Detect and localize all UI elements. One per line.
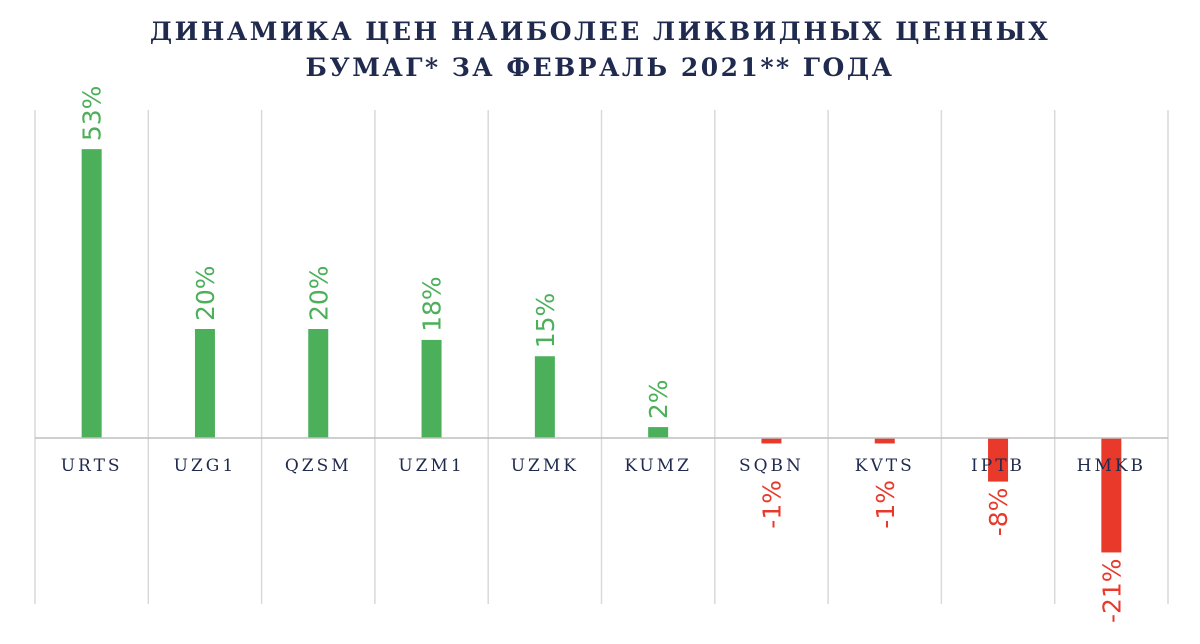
category-label-qzsm: QZSM bbox=[285, 456, 352, 476]
value-label-urts: 53% bbox=[78, 86, 107, 142]
chart-title: ДИНАМИКА ЦЕН НАИБОЛЕЕ ЛИКВИДНЫХ ЦЕННЫХ Б… bbox=[0, 14, 1200, 86]
bar-uzmk bbox=[534, 356, 555, 438]
category-label-urts: URTS bbox=[61, 456, 123, 476]
category-label-kumz: KUMZ bbox=[624, 456, 692, 476]
value-label-sqbn: -1% bbox=[757, 480, 786, 529]
value-label-iptb: -8% bbox=[984, 488, 1013, 537]
category-labels: URTS UZG1 QZSM UZM1 UZMK KUMZ SQBN KVTS IPTB HMKB bbox=[61, 456, 1146, 476]
bar-iptb bbox=[988, 438, 1009, 482]
bar-hmkb bbox=[1101, 438, 1122, 553]
chart-title-line-1: ДИНАМИКА ЦЕН НАИБОЛЕЕ ЛИКВИДНЫХ ЦЕННЫХ bbox=[149, 17, 1051, 46]
value-label-uzg1: 20% bbox=[191, 265, 220, 321]
category-label-uzg1: UZG1 bbox=[174, 456, 237, 476]
vertical-gridlines bbox=[34, 110, 1169, 604]
category-label-hmkb: HMKB bbox=[1077, 456, 1146, 476]
chart-title-line-2: БУМАГ* ЗА ФЕВРАЛЬ 2021** ГОДА bbox=[305, 53, 895, 82]
value-label-uzmk: 15% bbox=[531, 293, 560, 349]
value-labels: 53% 20% 20% 18% 15% 2% -1% -1% -8% -21% bbox=[78, 86, 1127, 623]
category-label-kvts: KVTS bbox=[855, 456, 915, 476]
bars bbox=[81, 149, 1122, 553]
bar-kvts bbox=[874, 438, 895, 444]
value-label-uzm1: 18% bbox=[418, 276, 447, 332]
value-label-kumz: 2% bbox=[644, 379, 673, 419]
category-label-sqbn: SQBN bbox=[739, 456, 804, 476]
bar-uzm1 bbox=[421, 339, 442, 438]
category-label-iptb: IPTB bbox=[971, 456, 1025, 476]
category-label-uzm1: UZM1 bbox=[398, 456, 464, 476]
bar-kumz bbox=[648, 427, 669, 438]
value-label-kvts: -1% bbox=[871, 480, 900, 529]
value-label-hmkb: -21% bbox=[1097, 558, 1126, 623]
bar-uzg1 bbox=[194, 329, 215, 438]
bar-urts bbox=[81, 149, 102, 438]
bar-qzsm bbox=[308, 329, 329, 438]
category-label-uzmk: UZMK bbox=[511, 456, 579, 476]
bar-sqbn bbox=[761, 438, 782, 444]
value-label-qzsm: 20% bbox=[304, 265, 333, 321]
